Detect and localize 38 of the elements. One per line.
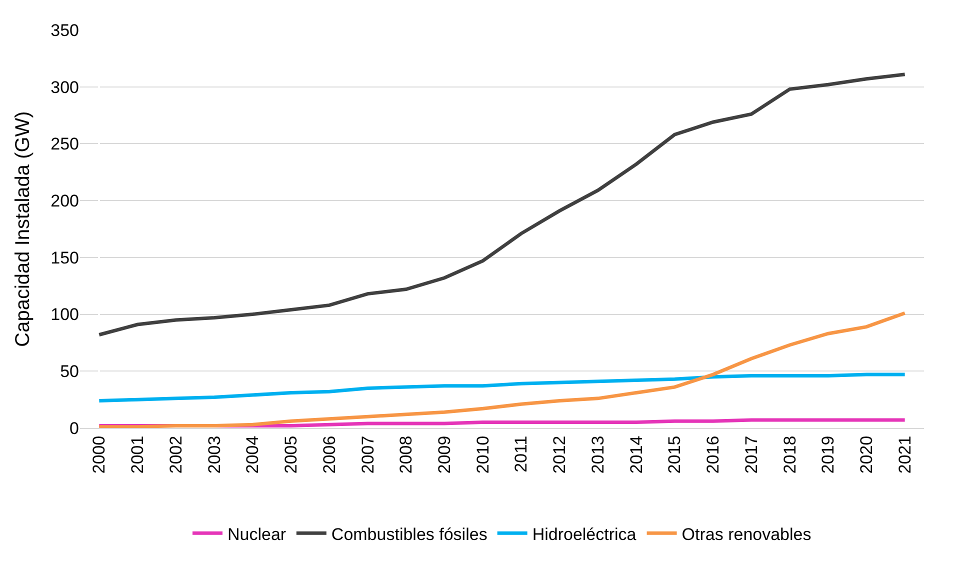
line-series (97, 72, 907, 336)
x-tick-label: 2016 (704, 436, 723, 474)
y-tick-label: 200 (50, 192, 79, 211)
x-tick-label: 2009 (434, 436, 454, 474)
legend-label: Hidroeléctrica (532, 524, 637, 544)
x-tick-label: 2018 (780, 436, 800, 474)
x-tick-label: 2004 (243, 436, 262, 474)
y-tick-label: 0 (70, 418, 79, 438)
line-series (97, 372, 907, 402)
x-tick-label: 2008 (396, 436, 416, 474)
x-tick-label: 2019 (818, 436, 838, 474)
x-tick-label: 2020 (856, 436, 876, 474)
x-tick-label: 2003 (204, 436, 224, 474)
x-tick-label: 2010 (473, 436, 492, 474)
x-tick-label: 2007 (358, 436, 378, 474)
y-tick-label: 350 (50, 20, 79, 40)
y-tick-label: 250 (50, 134, 79, 154)
x-tick-label: 2012 (550, 436, 570, 474)
y-tick-label: 100 (50, 305, 79, 324)
x-tick-label: 2021 (895, 436, 914, 474)
x-tick-label: 2017 (742, 436, 761, 474)
legend-label: Otras renovables (682, 524, 812, 544)
x-tick-label: 2001 (128, 436, 148, 474)
x-tick-label: 2014 (626, 436, 646, 474)
x-tick-label: 2013 (588, 436, 608, 474)
x-tick-label: 2011 (512, 436, 531, 472)
line-series (97, 311, 907, 428)
x-tick-label: 2002 (166, 436, 186, 474)
x-tick-label: 2015 (665, 436, 684, 474)
y-tick-label: 300 (50, 78, 79, 97)
y-tick-label: 50 (60, 362, 79, 382)
x-tick-label: 2005 (282, 436, 301, 474)
y-tick-label: 150 (50, 248, 79, 268)
x-tick-label: 2006 (320, 436, 339, 474)
x-tick-label: 2000 (90, 436, 109, 474)
legend-label: Nuclear (228, 524, 286, 544)
y-axis-title: Capacidad Instalada (GW) (12, 111, 34, 347)
legend-label: Combustibles fósiles (331, 524, 488, 544)
